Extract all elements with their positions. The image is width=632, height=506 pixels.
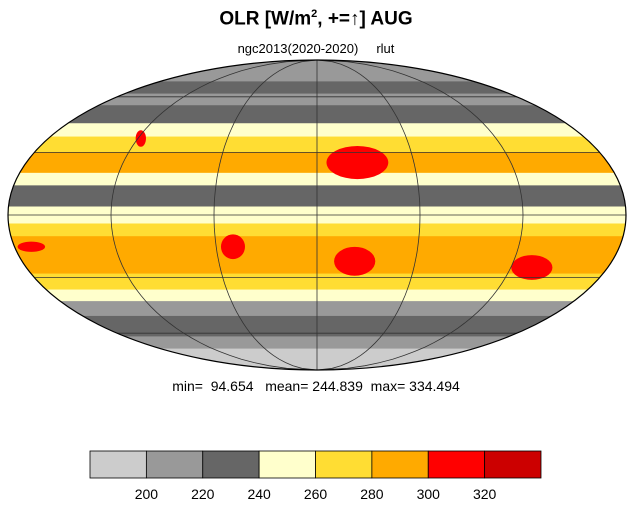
colorbar-label: 240 — [247, 486, 271, 502]
colorbar-label: 220 — [191, 486, 215, 502]
colorbar-label: 320 — [473, 486, 497, 502]
colorbar-box — [145, 450, 204, 479]
hotspot-sahara-arabia — [326, 145, 389, 180]
colorbar-box — [202, 450, 260, 479]
hotspot-brazil — [220, 234, 246, 260]
stats-line: min= 94.654 mean= 244.839 max= 334.494 — [172, 378, 460, 394]
colorbar-box — [315, 450, 373, 479]
map-outline — [7, 59, 627, 371]
colorbar-box — [89, 450, 147, 479]
colorbar-label: 280 — [360, 486, 384, 502]
plot-title: OLR [W/m2, +=↑] AUG — [219, 8, 413, 30]
hotspot-kalahari — [334, 246, 376, 276]
hotspot-east-pacific — [17, 241, 46, 252]
plot-subtitle: ngc2013(2020-2020) rlut — [237, 41, 395, 56]
colorbar-label: 300 — [417, 486, 441, 502]
colorbar-label: 260 — [304, 486, 328, 502]
hotspot-australia — [511, 255, 553, 280]
colorbar-box — [427, 450, 486, 479]
colorbar-label: 200 — [135, 486, 159, 502]
hotspot-california — [135, 130, 146, 147]
colorbar-box — [371, 450, 429, 479]
colorbar-box — [484, 450, 542, 479]
colorbar-box — [258, 450, 316, 479]
